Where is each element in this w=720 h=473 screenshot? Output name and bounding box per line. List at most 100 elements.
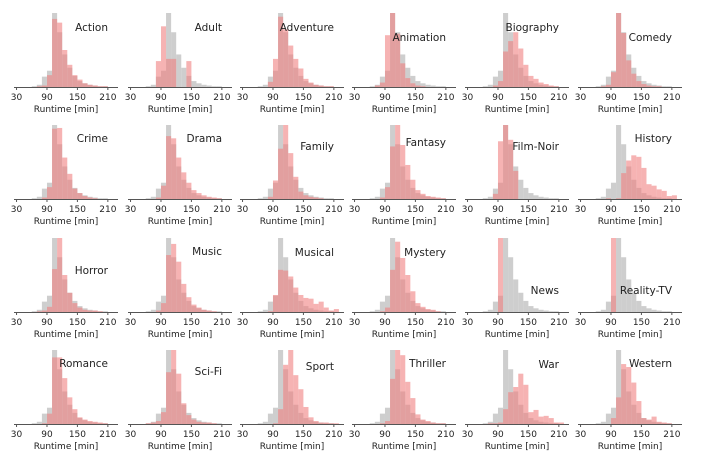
genre-bar	[201, 309, 207, 312]
genre-bar	[186, 297, 192, 312]
genre-label: Family	[300, 141, 334, 153]
genre-bar	[641, 167, 647, 199]
genre-bar	[82, 196, 88, 199]
genre-bar	[538, 416, 544, 424]
genre-bar	[62, 378, 68, 424]
genre-bar	[492, 85, 498, 87]
overall-bar	[41, 301, 47, 312]
x-tick-label: 210	[99, 430, 116, 440]
genre-bar	[420, 419, 426, 424]
genre-label: Reality-TV	[620, 285, 673, 297]
genre-bar	[543, 84, 549, 87]
x-axis-label: Runtime [min]	[372, 217, 436, 227]
genre-bar	[272, 294, 279, 312]
x-tick-label: 210	[325, 430, 342, 440]
overall-bar	[605, 413, 611, 424]
genre-bar	[435, 423, 441, 424]
x-tick-label: 210	[550, 205, 567, 215]
genre-bar	[36, 86, 42, 87]
genre-bar	[605, 84, 611, 87]
genre-bar	[186, 415, 192, 424]
genre-bar	[308, 196, 314, 199]
genre-bar	[201, 195, 207, 199]
genre-bar	[523, 64, 529, 87]
x-tick-label: 210	[437, 205, 454, 215]
overall-bar	[216, 311, 222, 312]
overall-bar	[533, 308, 539, 312]
x-tick-label: 150	[520, 205, 537, 215]
genre-bar	[384, 35, 391, 87]
genre-bar	[82, 83, 88, 87]
genre-bar	[405, 275, 411, 312]
genre-bar	[308, 417, 314, 424]
overall-bar	[661, 311, 667, 312]
x-tick-label: 210	[550, 430, 567, 440]
overall-bar	[533, 195, 539, 199]
genre-bar	[400, 144, 406, 199]
x-tick-label: 150	[295, 430, 312, 440]
genre-bar	[636, 401, 642, 424]
overall-bar	[666, 311, 672, 312]
genre-bar	[313, 303, 319, 312]
genre-bar	[166, 255, 172, 312]
genre-bar	[57, 22, 63, 87]
x-tick-label: 90	[492, 205, 504, 215]
overall-bar	[538, 309, 544, 312]
overall-bar	[595, 423, 601, 424]
overall-bar	[656, 310, 662, 312]
x-axis-label: Runtime [min]	[598, 105, 662, 115]
overall-bar	[553, 198, 559, 199]
genre-bar	[160, 412, 167, 424]
x-tick-label: 90	[492, 430, 504, 440]
x-tick-label: 30	[462, 205, 474, 215]
overall-bar	[374, 421, 380, 424]
genre-bar	[405, 381, 411, 424]
genre-bar	[293, 176, 299, 199]
x-tick-label: 30	[125, 205, 137, 215]
x-tick-label: 30	[575, 93, 587, 103]
overall-bar	[257, 86, 263, 87]
genre-bar	[497, 238, 504, 312]
overall-bar	[41, 413, 47, 424]
x-tick-label: 150	[69, 205, 86, 215]
genre-bar	[293, 375, 299, 424]
overall-bar	[482, 198, 488, 199]
genre-bar	[186, 61, 192, 87]
genre-bar	[420, 306, 426, 312]
genre-bar	[62, 50, 68, 87]
genre-bar	[318, 198, 324, 199]
overall-bar	[267, 301, 273, 312]
genre-label: Western	[629, 358, 672, 370]
genre-bar	[523, 384, 529, 424]
genre-bar	[155, 197, 161, 199]
genre-bar	[553, 86, 559, 87]
genre-bar	[425, 421, 431, 424]
x-axis-label: Runtime [min]	[485, 442, 549, 452]
genre-bar	[303, 406, 309, 424]
x-tick-label: 30	[237, 205, 249, 215]
overall-bar	[267, 188, 273, 199]
genre-bar	[425, 309, 431, 312]
genre-bar	[415, 190, 421, 199]
genre-bar	[548, 418, 554, 424]
genre-bar	[272, 180, 279, 199]
genre-bar	[87, 197, 93, 199]
genre-bar	[548, 85, 554, 87]
x-tick-label: 30	[11, 205, 23, 215]
overall-bar	[513, 279, 519, 312]
overall-bar	[31, 86, 37, 87]
genre-bar	[62, 275, 68, 312]
overall-bar	[272, 407, 279, 424]
overall-bar	[595, 198, 601, 199]
genre-bar	[41, 423, 47, 424]
x-tick-label: 210	[663, 93, 680, 103]
genre-bar	[77, 79, 83, 87]
x-tick-label: 210	[325, 205, 342, 215]
x-tick-label: 90	[41, 93, 53, 103]
overall-bar	[600, 84, 606, 87]
genre-bar	[150, 422, 156, 424]
genre-bar	[666, 423, 672, 424]
